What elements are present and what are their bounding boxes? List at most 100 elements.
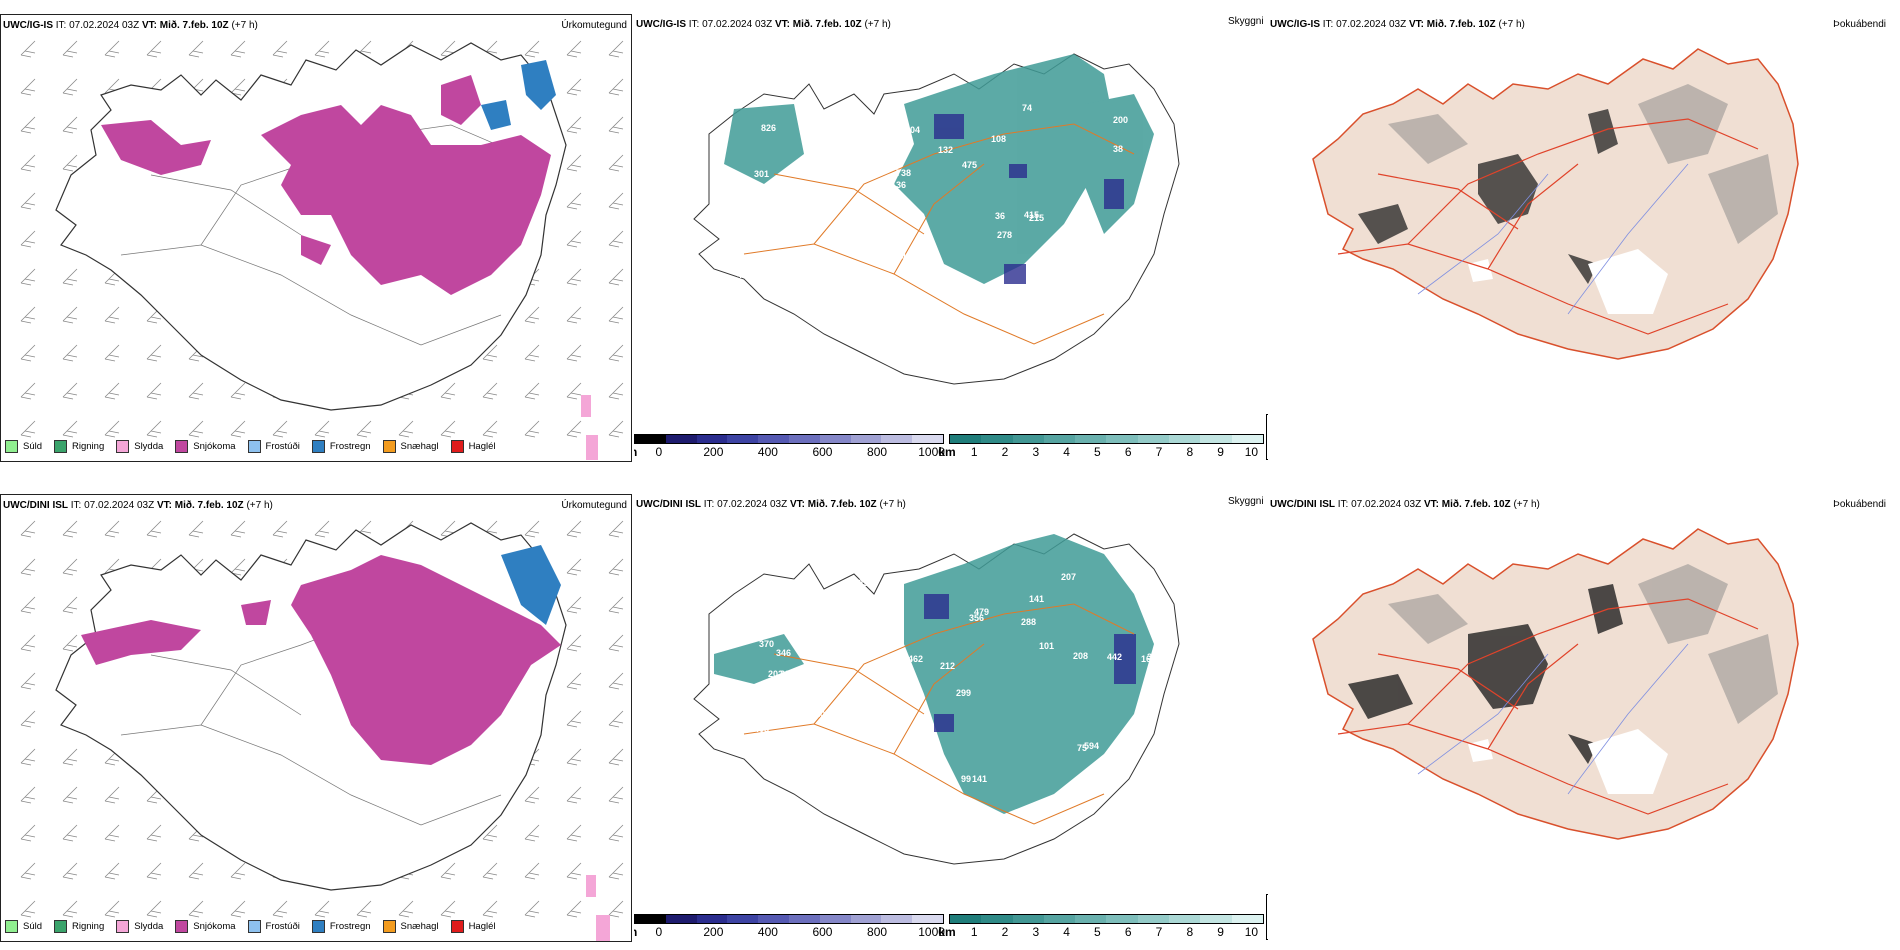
wind-barb bbox=[524, 344, 540, 362]
colorbar-tick: 400 bbox=[757, 925, 778, 939]
wind-barb bbox=[104, 520, 120, 538]
panel-label-visibility: Skyggni bbox=[1228, 16, 1264, 27]
legend-label: Snjókoma bbox=[193, 441, 236, 452]
colorbar-segment bbox=[1231, 435, 1263, 443]
wind-barb bbox=[566, 382, 582, 400]
colorbar-tick: 3 bbox=[1032, 925, 1040, 939]
model-name: UWC/DINI ISL bbox=[1270, 499, 1335, 510]
wind-barb bbox=[608, 786, 624, 804]
wind-barb bbox=[524, 900, 540, 918]
colorbar-segment bbox=[758, 435, 789, 443]
colorbar-segment bbox=[1012, 435, 1044, 443]
colorbar-segment bbox=[635, 915, 666, 923]
ceiling-value-label: 364 bbox=[731, 719, 746, 729]
wind-barb bbox=[398, 420, 414, 438]
wind-barb bbox=[356, 420, 372, 438]
colorbar-tick: 1 bbox=[970, 445, 978, 459]
init-time: IT: 07.02.2024 03Z bbox=[1337, 499, 1422, 510]
wind-barb bbox=[356, 900, 372, 918]
colorbar-tick: 200 bbox=[703, 445, 724, 459]
colorbar-segment bbox=[850, 915, 882, 923]
legend-label: Snæhagl bbox=[400, 921, 439, 932]
ceiling-value-label: 415 bbox=[1024, 210, 1039, 220]
wind-barb bbox=[566, 154, 582, 172]
wind-barb bbox=[20, 116, 36, 134]
precip-type-panel-top: UWC/IG-IS IT: 07.02.2024 03Z VT: Mið. 7.… bbox=[0, 14, 632, 462]
ceiling-value-label: 200 bbox=[749, 683, 764, 693]
wind-barb bbox=[608, 230, 624, 248]
wind-barb bbox=[62, 78, 78, 96]
wind-barb bbox=[20, 862, 36, 880]
wind-barb bbox=[566, 862, 582, 880]
model-name: UWC/IG-IS bbox=[3, 20, 53, 31]
wind-barb bbox=[62, 748, 78, 766]
valid-time: VT: Mið. 7.feb. 10Z bbox=[789, 499, 877, 510]
ceiling-value-label: 62 bbox=[903, 679, 913, 689]
ceiling-value-label: 167 bbox=[1141, 654, 1156, 664]
lead-time: (+7 h) bbox=[231, 20, 258, 31]
legend-label: Frostregn bbox=[329, 921, 371, 932]
colorbar-segment bbox=[1169, 915, 1201, 923]
wind-barb bbox=[566, 268, 582, 286]
colorbar-tick: 0 bbox=[655, 445, 663, 459]
legend-swatch bbox=[175, 440, 189, 453]
colorbar-segment bbox=[1137, 435, 1170, 443]
fog-map-top bbox=[1312, 48, 1799, 360]
ceiling-value-label: 180 bbox=[854, 149, 869, 159]
wind-barb bbox=[20, 306, 36, 324]
precip-legend-item: Súld bbox=[5, 920, 42, 933]
ceiling-value-label: 460 bbox=[737, 270, 752, 280]
wind-barb bbox=[608, 344, 624, 362]
wind-barb bbox=[104, 40, 120, 58]
legend-swatch bbox=[175, 920, 189, 933]
lead-time: (+7 h) bbox=[1498, 19, 1525, 30]
wind-barb bbox=[230, 900, 246, 918]
colorbar-tick: 6 bbox=[1124, 925, 1132, 939]
wind-barb bbox=[482, 382, 498, 400]
colorbar-segment bbox=[1169, 435, 1201, 443]
wind-barb bbox=[104, 786, 120, 804]
lead-time: (+7 h) bbox=[1513, 499, 1540, 510]
wind-barb bbox=[608, 306, 624, 324]
wind-barb bbox=[566, 900, 582, 918]
ceiling-value-label: 299 bbox=[956, 688, 971, 698]
wind-barb bbox=[566, 116, 582, 134]
ceiling-value-label: 205 bbox=[894, 124, 909, 134]
ceiling-unit: m bbox=[634, 925, 637, 939]
ceiling-value-label: 137 bbox=[819, 236, 834, 246]
wind-barb bbox=[608, 558, 624, 576]
wind-barb bbox=[608, 192, 624, 210]
colorbar-segment bbox=[981, 435, 1013, 443]
colorbar-tick: 4 bbox=[1063, 925, 1070, 939]
colorbar-tick: 3 bbox=[1032, 445, 1040, 459]
wind-barb bbox=[104, 382, 120, 400]
valid-time: VT: Mið. 7.feb. 10Z bbox=[1408, 19, 1496, 30]
wind-barb bbox=[608, 710, 624, 728]
colorbar-segment bbox=[635, 435, 666, 443]
ceiling-value-label: 282 bbox=[1072, 279, 1087, 289]
wind-barb bbox=[146, 862, 162, 880]
ceiling-colorbar: m 0 200 400 600 800 1000 bbox=[634, 914, 945, 939]
ceiling-value-label: 301 bbox=[754, 169, 769, 179]
wind-barb bbox=[524, 40, 540, 58]
ceiling-value-label: 297 bbox=[747, 600, 762, 610]
wind-barb bbox=[440, 900, 456, 918]
legend-swatch bbox=[54, 920, 68, 933]
wind-barb bbox=[314, 520, 330, 538]
precip-legend-item: Frostúði bbox=[247, 440, 300, 453]
wind-barb bbox=[440, 382, 456, 400]
wind-barb bbox=[62, 634, 78, 652]
wind-barb bbox=[566, 344, 582, 362]
wind-barb bbox=[20, 40, 36, 58]
ceiling-value-label: 232 bbox=[780, 669, 795, 679]
ceiling-value-label: 442 bbox=[1107, 652, 1122, 662]
precip-legend-item: Snæhagl bbox=[382, 920, 439, 933]
legend-label: Súld bbox=[23, 921, 43, 932]
legend-swatch bbox=[450, 920, 464, 933]
colorbar-segment bbox=[665, 435, 697, 443]
wind-barb bbox=[608, 78, 624, 96]
wind-barb bbox=[566, 596, 582, 614]
wind-barb bbox=[188, 420, 204, 438]
wind-barb bbox=[566, 786, 582, 804]
panel-title: UWC/DINI ISL IT: 07.02.2024 03Z VT: Mið.… bbox=[1270, 499, 1540, 510]
